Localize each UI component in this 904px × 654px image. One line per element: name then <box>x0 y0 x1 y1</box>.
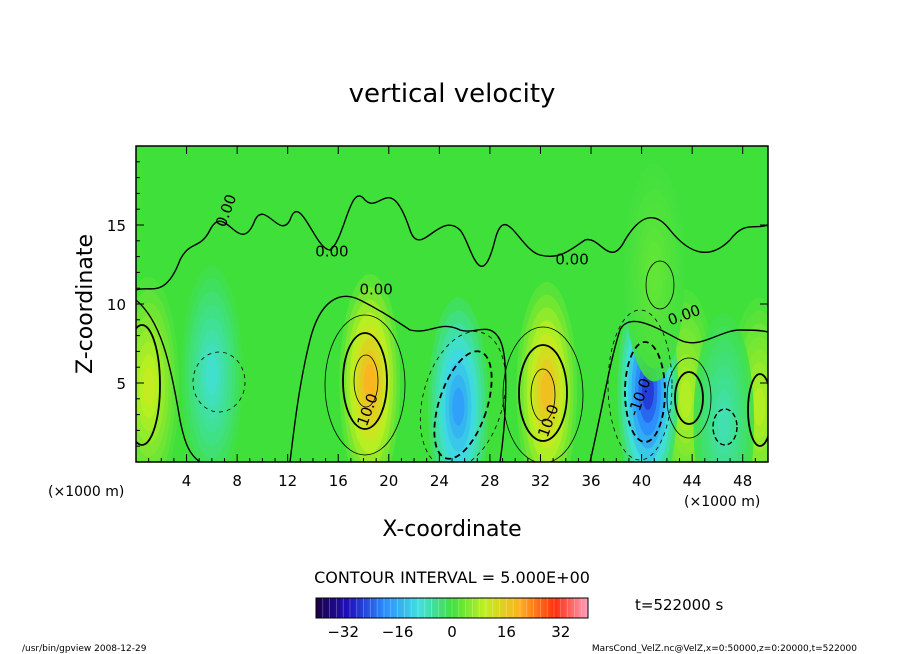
footer-left: /usr/bin/gpview 2008-12-29 <box>22 644 147 654</box>
contour-pos-5-c <box>666 357 712 439</box>
field-blob-8-ring-7 <box>717 403 730 442</box>
field-blob-1-ring-7 <box>363 363 376 403</box>
contour-label-1: 0.00 <box>359 281 392 299</box>
contour-interval: CONTOUR INTERVAL = 5.000E+00 <box>314 568 590 587</box>
x-tick-label-3: 16 <box>329 472 348 490</box>
x-axis-label: X-coordinate <box>382 517 521 542</box>
x-tick-label-8: 36 <box>581 472 600 490</box>
x-unit-right: (×1000 m) <box>684 494 760 510</box>
contour-pos-5-e <box>645 260 675 310</box>
field-blob-7-ring-7 <box>641 371 654 411</box>
y-tick-label-2: 15 <box>107 217 126 235</box>
contour-neg-10-b <box>624 341 666 443</box>
x-axis: 4 8 12 16 20 24 28 32 36 40 44 48 <box>148 146 756 490</box>
contour-pos-5-a <box>324 314 406 456</box>
contour-pos-10-a <box>342 332 388 430</box>
chart-title: vertical velocity <box>349 79 556 109</box>
field-blob-5-ring-7 <box>205 355 218 395</box>
colorbar-gradient <box>316 598 588 618</box>
contour-neg-10-a <box>433 350 493 460</box>
x-tick-label-9: 40 <box>632 472 651 490</box>
field-blob-9-ring-7 <box>648 253 661 292</box>
x-tick-label-10: 44 <box>683 472 702 490</box>
contour-pos-10-b <box>518 344 568 442</box>
contour-pos-5-d <box>136 324 161 446</box>
contour-pos-15-b <box>530 368 556 422</box>
contour-neg-5-b <box>607 309 673 461</box>
y-axis: 5 10 15 <box>107 161 768 447</box>
contour-lines <box>136 195 768 462</box>
x-tick-label-6: 28 <box>480 472 499 490</box>
contour-label-2: 0.00 <box>315 243 348 261</box>
x-tick-label-7: 32 <box>531 472 550 490</box>
x-tick-label-5: 24 <box>430 472 449 490</box>
field-blob-3-ring-7 <box>679 379 692 418</box>
colorbar-tick-label-2: 0 <box>447 623 457 641</box>
field-blob-2-ring-7 <box>540 371 553 411</box>
contour-pos-15-a <box>353 354 379 408</box>
x-tick-label-4: 20 <box>379 472 398 490</box>
colorbar: −32 −16 0 16 32 <box>315 597 589 641</box>
x-unit-left: (×1000 m) <box>48 484 124 500</box>
contour-neg-5-c <box>192 351 246 413</box>
colorbar-tick-label-1: −16 <box>382 623 414 641</box>
x-tick-label-1: 8 <box>232 472 242 490</box>
contour-zero-line <box>136 195 768 291</box>
colorbar-tick-label-0: −32 <box>327 623 359 641</box>
contour-neg-5-d <box>712 408 738 446</box>
colorbar-ticks: −32 −16 0 16 32 <box>327 623 570 641</box>
x-tick-label-2: 12 <box>278 472 297 490</box>
contour-label-3: 0.00 <box>555 251 588 269</box>
contour-zero-line-lower <box>136 295 768 462</box>
x-tick-label-0: 4 <box>182 472 192 490</box>
colorbar-tick-label-3: 16 <box>497 623 516 641</box>
field-blob-4-ring-7 <box>753 387 766 426</box>
contour-pos-5-b <box>502 326 584 462</box>
y-tick-label-0: 5 <box>116 375 126 393</box>
time-label: t=522000 s <box>635 596 723 614</box>
contour-pos-10-d <box>747 373 768 447</box>
x-tick-label-11: 48 <box>733 472 752 490</box>
colorbar-stripes <box>322 598 582 618</box>
field-blob-6-ring-7 <box>452 387 465 426</box>
contour-neg-5-a <box>419 331 507 462</box>
footer-right: MarsCond_VelZ.nc@VelZ,x=0:50000,z=0:2000… <box>592 644 857 654</box>
y-axis-label: Z-coordinate <box>73 234 98 374</box>
contour-pos-10-c <box>674 371 704 425</box>
y-tick-label-1: 10 <box>107 296 126 314</box>
colorbar-frame <box>315 597 589 619</box>
colorbar-tick-label-4: 32 <box>551 623 570 641</box>
field-blob-0-ring-7 <box>142 367 155 406</box>
